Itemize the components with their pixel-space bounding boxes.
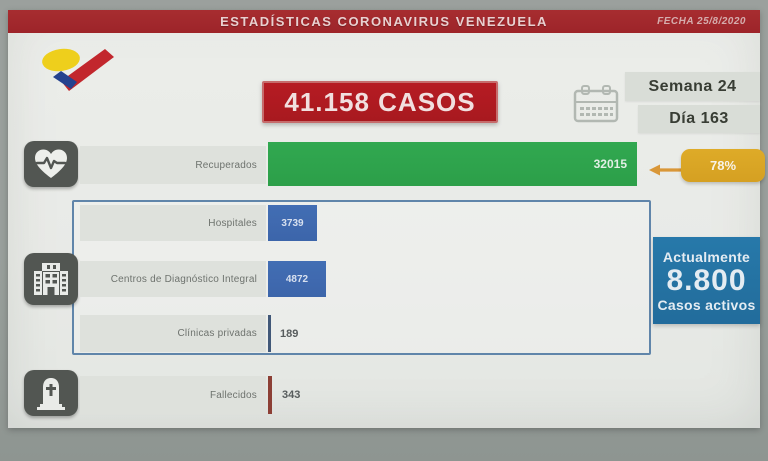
- deceased-value: 343: [282, 389, 301, 401]
- recovered-label-bar: Recuperados: [80, 146, 266, 184]
- deceased-label: Fallecidos: [209, 389, 257, 401]
- row-value: 189: [280, 315, 298, 352]
- row-bar-hospitales: 3739: [268, 205, 317, 241]
- row-label: Clínicas privadas: [177, 328, 257, 339]
- dashboard-panel: ESTADÍSTICAS CORONAVIRUS VENEZUELA FECHA…: [8, 10, 765, 428]
- day-badge: Día 163: [638, 105, 760, 133]
- venezuela-check-logo-icon: [35, 43, 119, 95]
- active-line1: Actualmente: [662, 248, 751, 265]
- recovered-percent-badge: 78%: [681, 149, 765, 182]
- row-value: 3739: [281, 217, 304, 229]
- calendar-icon: [573, 84, 619, 124]
- page-title: ESTADÍSTICAS CORONAVIRUS VENEZUELA: [220, 14, 548, 29]
- tombstone-icon: [24, 370, 78, 416]
- recovered-bar: 32015: [268, 142, 637, 186]
- deceased-bar: [268, 376, 272, 414]
- row-bar-clinicas: [268, 315, 271, 352]
- heart-pulse-icon: [24, 141, 78, 187]
- date-label: FECHA 25/8/2020: [657, 16, 746, 27]
- recovered-percent: 78%: [709, 158, 737, 173]
- row-label-bar-hospitales: Hospitales: [80, 205, 266, 241]
- header-banner: ESTADÍSTICAS CORONAVIRUS VENEZUELA FECHA…: [8, 10, 760, 33]
- arrow-left-icon: [649, 162, 685, 178]
- hospital-building-icon: [24, 253, 78, 305]
- active-cases-value: 8.800: [666, 263, 747, 297]
- day-label: Día 163: [669, 110, 729, 127]
- row-bar-cdi: 4872: [268, 261, 326, 297]
- recovered-label: Recuperados: [195, 159, 257, 171]
- active-line2: Casos activos: [657, 296, 756, 313]
- row-label-bar-cdi: Centros de Diagnóstico Integral: [80, 261, 266, 297]
- recovered-value: 32015: [593, 157, 627, 171]
- row-value: 4872: [285, 273, 309, 285]
- total-cases-value: 41.158 CASOS: [284, 86, 476, 117]
- clinicas-value: 189: [280, 327, 299, 340]
- deceased-label-bar: Fallecidos: [80, 376, 266, 414]
- week-label: Semana 24: [648, 77, 737, 95]
- row-label-bar-clinicas: Clínicas privadas: [80, 315, 266, 352]
- active-cases-box: Actualmente 8.800 Casos activos: [653, 237, 760, 324]
- total-cases-box: 41.158 CASOS: [262, 81, 498, 123]
- deceased-value-wrap: 343: [282, 376, 300, 414]
- row-label: Hospitales: [208, 217, 257, 229]
- week-badge: Semana 24: [625, 72, 760, 101]
- row-label: Centros de Diagnóstico Integral: [110, 273, 257, 285]
